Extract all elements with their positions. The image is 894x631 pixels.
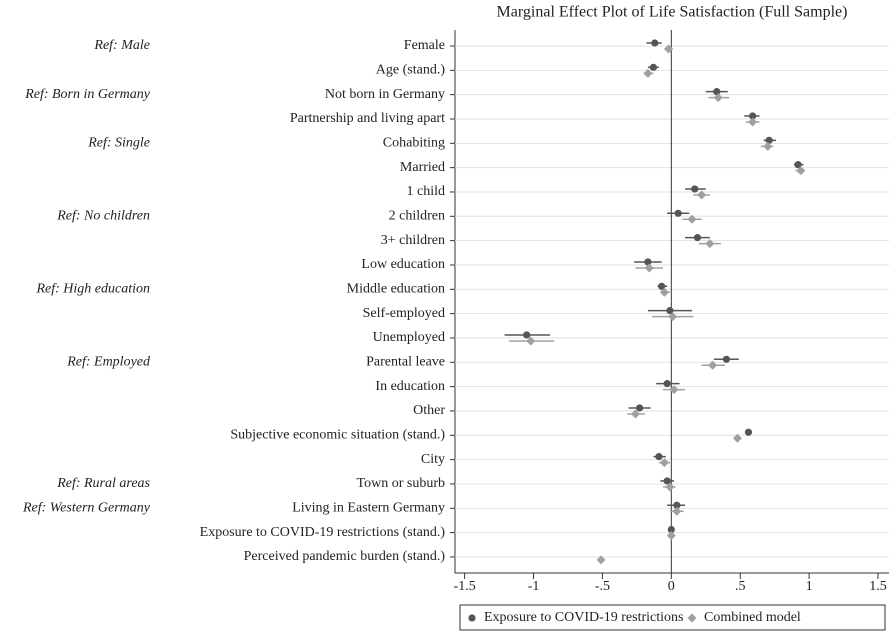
point xyxy=(596,555,606,565)
point xyxy=(713,88,721,96)
y-tick-label: 3+ children xyxy=(381,233,445,248)
group-label: Ref: No children xyxy=(56,209,150,224)
point xyxy=(659,458,669,468)
y-tick-label: Middle education xyxy=(347,282,445,297)
point xyxy=(669,385,679,395)
y-tick-label: Exposure to COVID-19 restrictions (stand… xyxy=(200,525,446,540)
point xyxy=(674,209,682,217)
point xyxy=(691,185,699,193)
point xyxy=(794,161,802,169)
point xyxy=(765,136,773,144)
point xyxy=(643,68,653,78)
group-label: Ref: Rural areas xyxy=(56,476,150,491)
point xyxy=(668,312,678,322)
y-tick-label: Age (stand.) xyxy=(376,63,446,78)
y-tick-label: Other xyxy=(413,403,445,418)
point xyxy=(664,44,674,54)
point xyxy=(659,287,669,297)
y-tick-label: Married xyxy=(400,160,445,175)
y-tick-label: In education xyxy=(375,379,445,394)
point xyxy=(749,112,757,120)
point xyxy=(526,336,536,346)
y-tick-label: Town or suburb xyxy=(357,476,445,491)
point xyxy=(732,433,742,443)
y-tick-label: Subjective economic situation (stand.) xyxy=(230,427,445,442)
point xyxy=(665,482,675,492)
point xyxy=(796,166,806,176)
x-tick-label: .5 xyxy=(735,579,746,594)
point xyxy=(748,117,758,127)
point xyxy=(687,214,697,224)
group-label: Ref: Western Germany xyxy=(22,500,151,515)
point xyxy=(663,477,671,485)
point xyxy=(663,380,671,388)
y-tick-label: City xyxy=(421,452,445,467)
point xyxy=(630,409,640,419)
y-tick-label: Perceived pandemic burden (stand.) xyxy=(244,549,446,564)
point xyxy=(693,234,702,242)
y-tick-label: Living in Eastern Germany xyxy=(292,500,445,515)
x-tick-label: -.5 xyxy=(595,579,610,594)
point xyxy=(708,360,718,370)
point xyxy=(722,355,731,363)
point xyxy=(673,501,681,509)
point xyxy=(523,331,531,339)
x-tick-label: -1 xyxy=(528,579,540,594)
chart-title: Marginal Effect Plot of Life Satisfactio… xyxy=(497,4,848,21)
group-label: Ref: Employed xyxy=(66,355,151,370)
point xyxy=(651,39,659,47)
legend-marker xyxy=(468,614,476,622)
legend-label: Combined model xyxy=(704,610,801,625)
point xyxy=(744,428,753,436)
x-tick-label: 1 xyxy=(806,579,813,594)
y-tick-label: Self-employed xyxy=(363,306,445,321)
y-tick-label: Parental leave xyxy=(366,355,445,370)
x-tick-label: -1.5 xyxy=(454,579,476,594)
y-tick-label: Partnership and living apart xyxy=(290,111,445,126)
point xyxy=(658,282,666,290)
legend-box xyxy=(459,604,886,631)
y-tick-label: 1 child xyxy=(407,184,446,199)
point xyxy=(649,63,658,71)
point xyxy=(697,190,707,200)
x-tick-label: 0 xyxy=(668,579,675,594)
legend-label: Exposure to COVID-19 restrictions xyxy=(484,610,683,625)
point xyxy=(636,404,644,412)
point xyxy=(705,239,715,249)
group-label: Ref: Single xyxy=(87,136,150,151)
y-tick-label: Low education xyxy=(361,257,445,272)
y-tick-label: Not born in Germany xyxy=(325,87,445,102)
y-tick-label: 2 children xyxy=(389,209,445,224)
point xyxy=(763,141,773,151)
legend-marker xyxy=(687,613,697,623)
y-tick-label: Female xyxy=(404,38,445,53)
point xyxy=(655,453,663,461)
point xyxy=(667,526,675,534)
group-label: Ref: Born in Germany xyxy=(24,87,151,102)
point xyxy=(713,93,723,103)
point xyxy=(666,307,674,315)
point xyxy=(672,506,682,516)
y-tick-label: Cohabiting xyxy=(383,136,445,151)
point xyxy=(666,531,676,541)
x-tick-label: 1.5 xyxy=(869,579,887,594)
y-tick-label: Unemployed xyxy=(373,330,445,345)
group-label: Ref: High education xyxy=(35,282,150,297)
point xyxy=(644,263,654,273)
point xyxy=(644,258,652,266)
group-label: Ref: Male xyxy=(93,38,150,53)
